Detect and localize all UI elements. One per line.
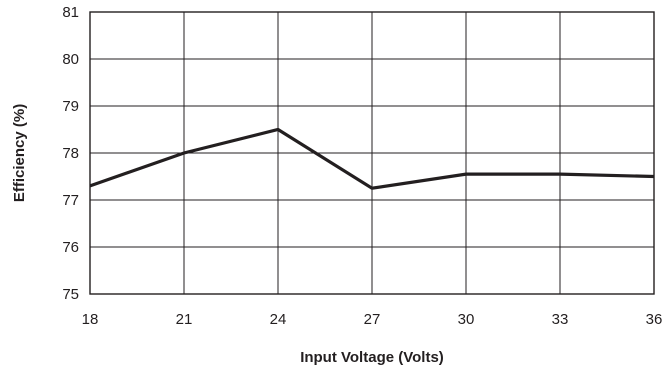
y-tick-label: 80 xyxy=(62,51,79,68)
y-tick-label: 78 xyxy=(62,145,79,162)
y-tick-label: 81 xyxy=(62,4,79,21)
y-tick-label: 76 xyxy=(62,239,79,256)
y-tick-label: 75 xyxy=(62,286,79,303)
x-tick-label: 18 xyxy=(82,311,99,328)
x-axis-ticks: 18 21 24 27 30 33 36 xyxy=(82,311,663,328)
y-axis-title: Efficiency (%) xyxy=(11,104,28,202)
y-tick-label: 79 xyxy=(62,98,79,115)
x-tick-label: 36 xyxy=(646,311,663,328)
plot-area xyxy=(89,11,655,295)
x-tick-label: 30 xyxy=(458,311,475,328)
grid-lines xyxy=(89,11,655,295)
y-axis-ticks: 75 76 77 78 79 80 81 xyxy=(62,4,79,303)
x-tick-label: 24 xyxy=(270,311,287,328)
x-tick-label: 33 xyxy=(552,311,569,328)
x-tick-label: 27 xyxy=(364,311,381,328)
series-layer xyxy=(89,127,655,190)
y-tick-label: 77 xyxy=(62,192,79,209)
x-tick-label: 21 xyxy=(176,311,193,328)
x-axis-title: Input Voltage (Volts) xyxy=(300,349,444,366)
